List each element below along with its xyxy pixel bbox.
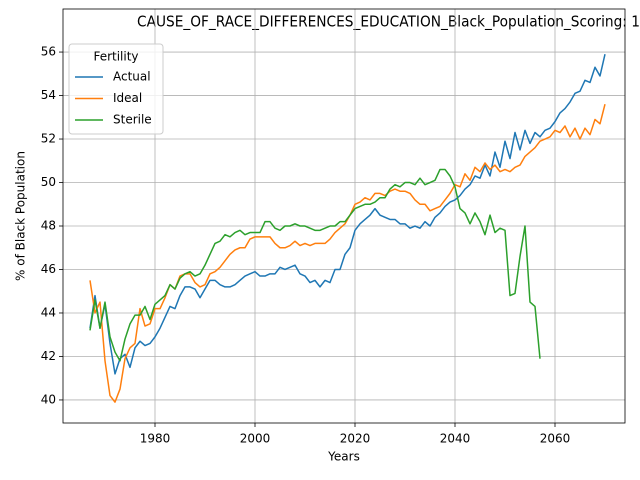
chart-title: CAUSE_OF_RACE_DIFFERENCES_EDUCATION_Blac… [137, 13, 640, 32]
y-tick-label: 48 [41, 219, 56, 233]
legend: Fertility Actual Ideal Sterile [68, 43, 164, 135]
series-line [89, 54, 606, 375]
x-tick-label: 2020 [340, 432, 371, 446]
legend-label: Sterile [113, 113, 152, 127]
x-tick-label: 2000 [240, 432, 271, 446]
legend-title: Fertility [93, 50, 138, 64]
legend-label: Ideal [113, 91, 142, 105]
legend-box [68, 43, 164, 135]
legend-label: Actual [113, 70, 151, 84]
x-tick-label: 2060 [540, 432, 571, 446]
series-line [89, 104, 606, 403]
y-tick-label: 50 [41, 175, 56, 189]
y-tick-label: 42 [41, 349, 56, 363]
y-tick-label: 52 [41, 132, 56, 146]
x-tick-label: 2040 [440, 432, 471, 446]
y-axis-label: % of Black Population [14, 151, 28, 281]
y-tick-label: 40 [41, 392, 56, 406]
x-tick-label: 1980 [140, 432, 171, 446]
y-tick-label: 44 [41, 305, 56, 319]
series-line [89, 168, 541, 362]
y-tick-label: 54 [41, 88, 56, 102]
x-axis-label: Years [327, 450, 360, 464]
y-tick-label: 56 [41, 45, 56, 59]
plot-frame [62, 8, 626, 424]
y-tick-label: 46 [41, 262, 56, 276]
